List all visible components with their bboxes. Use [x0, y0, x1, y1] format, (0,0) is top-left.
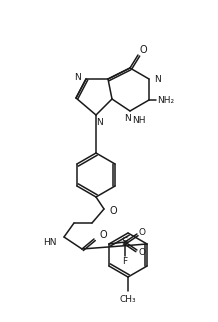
Text: N: N: [154, 74, 161, 83]
Text: O: O: [99, 230, 107, 240]
Text: NH₂: NH₂: [157, 96, 174, 105]
Text: O: O: [138, 248, 145, 257]
Text: N: N: [74, 72, 81, 81]
Text: N: N: [124, 113, 130, 122]
Text: F: F: [122, 258, 128, 267]
Text: NH: NH: [132, 116, 145, 125]
Text: O: O: [138, 228, 145, 236]
Text: S: S: [122, 237, 128, 247]
Text: CH₃: CH₃: [120, 295, 136, 304]
Text: O: O: [109, 206, 117, 216]
Text: HN: HN: [44, 238, 57, 247]
Text: O: O: [139, 45, 147, 55]
Text: N: N: [96, 118, 102, 127]
